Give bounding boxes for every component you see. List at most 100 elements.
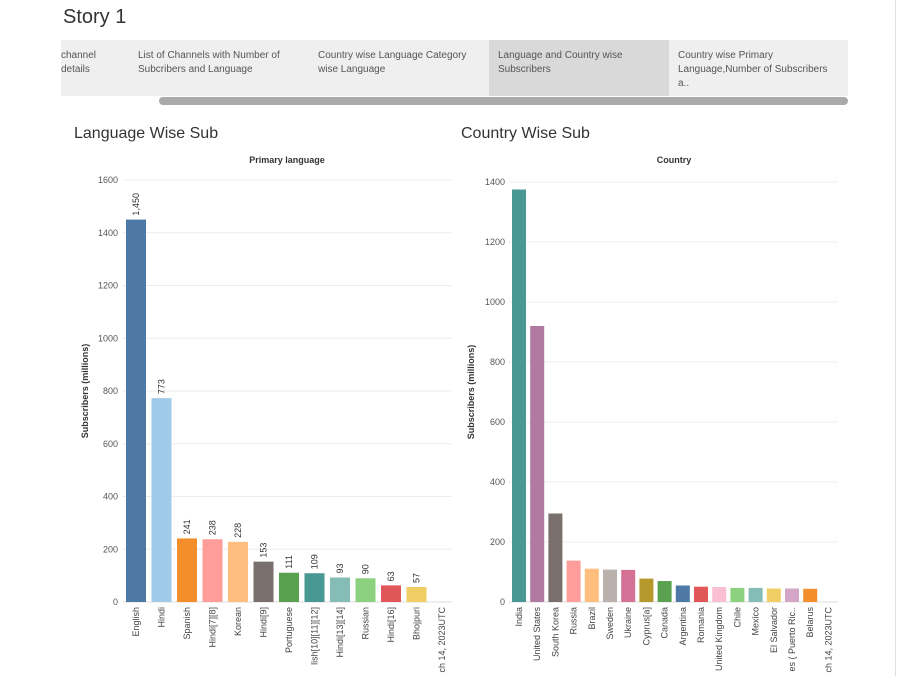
country-x-tick-label: Brazil <box>587 607 597 630</box>
divider-line <box>895 0 896 676</box>
tab-label-line2: details <box>61 64 90 75</box>
scrollbar-thumb[interactable] <box>159 97 848 105</box>
tab-country-wise-primary-language[interactable]: Country wise Primary Language,Number of … <box>669 40 848 96</box>
language-y-tick-label: 1000 <box>98 333 118 343</box>
language-bar <box>177 538 197 602</box>
country-chart-sheet-title: Country Wise Sub <box>461 125 590 142</box>
country-y-tick-label: 400 <box>490 477 505 487</box>
country-x-tick-label: Belarus <box>805 607 815 638</box>
country-bar <box>803 588 818 602</box>
country-x-tick-label: United States <box>532 607 542 662</box>
country-chart-title: Country <box>657 155 692 165</box>
language-y-tick-label: 1200 <box>98 281 118 291</box>
language-x-tick-label: Spanish <box>182 607 192 640</box>
language-data-label: 228 <box>233 523 243 538</box>
language-y-tick-label: 800 <box>103 386 118 396</box>
language-x-tick-label: Hindi[13][14] <box>335 607 345 658</box>
country-x-tick-label: Russia <box>569 607 579 635</box>
language-bar <box>126 219 146 602</box>
language-bar <box>381 585 401 602</box>
tab-label-line2: Subscribers <box>498 64 551 75</box>
language-x-tick-label: English <box>131 607 141 637</box>
country-x-tick-label: Canada <box>660 607 670 639</box>
country-bar <box>512 189 526 602</box>
language-x-tick-label: lish[10][11][12] <box>310 607 320 665</box>
tab-channel-details[interactable]: channel details <box>61 40 129 96</box>
country-y-tick-label: 800 <box>490 357 505 367</box>
tab-label-line1: Country wise Language Category <box>318 50 467 61</box>
language-data-label: 109 <box>310 554 320 569</box>
language-bar <box>202 539 223 602</box>
country-y-tick-label: 200 <box>490 537 505 547</box>
language-bar <box>304 573 325 602</box>
country-x-tick-label: ch 14, 2023UTC <box>823 607 833 673</box>
language-y-tick-label: 400 <box>103 492 118 502</box>
country-bar-chart: Country 0 200 400 600 800 1000 1200 1400 Subscrib… <box>466 155 838 673</box>
language-data-label: 773 <box>157 379 167 394</box>
country-bar <box>785 588 799 602</box>
country-bar <box>603 569 617 602</box>
country-x-tick-label: India <box>514 607 524 627</box>
language-bar <box>355 578 376 602</box>
country-y-tick-label: 600 <box>490 417 505 427</box>
language-x-tick-label: ch 14, 2023UTC <box>437 607 447 673</box>
language-chart-title: Primary language <box>249 155 325 165</box>
language-data-label: 111 <box>284 555 294 569</box>
language-data-label: 63 <box>386 571 396 581</box>
tab-label-line2: wise Language <box>318 64 386 75</box>
country-bar <box>730 587 745 602</box>
language-bar <box>330 577 350 602</box>
country-bar <box>548 513 563 602</box>
language-bar <box>228 541 248 602</box>
country-y-tick-label: 1200 <box>485 237 505 247</box>
country-x-tick-label: Ukraine <box>623 607 633 638</box>
tab-language-and-country-wise-subscribers[interactable]: Language and Country wise Subscribers <box>489 40 669 96</box>
country-bar <box>657 581 672 602</box>
country-bar <box>621 569 636 602</box>
story-navigator: channel details List of Channels with Nu… <box>61 40 848 96</box>
country-x-tick-label: Romania <box>696 607 706 643</box>
tab-list-of-channels[interactable]: List of Channels with Number of Subcribe… <box>129 40 309 96</box>
language-data-label: 1,450 <box>131 193 141 216</box>
country-x-tick-label: es ( Puerto Ric.. <box>787 607 797 672</box>
language-y-axis-label: Subscribers (millions) <box>80 344 90 439</box>
country-x-tick-label: Argentina <box>678 607 688 646</box>
language-y-tick-label: 600 <box>103 439 118 449</box>
country-x-tick-label: Cyprus[a] <box>641 607 651 646</box>
story-title: Story 1 <box>63 6 127 28</box>
country-bar <box>584 568 599 602</box>
language-x-tick-label: Hindi[7][8] <box>208 607 218 648</box>
language-x-tick-label: Portuguese <box>284 607 294 653</box>
country-bar <box>694 586 708 602</box>
language-y-tick-label: 0 <box>113 597 118 607</box>
country-x-tick-label: Chile <box>732 607 742 628</box>
tab-label-line1: List of Channels with Number of <box>138 50 280 61</box>
country-x-tick-label: South Korea <box>550 607 560 657</box>
language-data-label: 153 <box>259 543 269 558</box>
country-bar <box>748 587 763 602</box>
country-y-tick-label: 1400 <box>485 177 505 187</box>
tab-country-wise-language-category[interactable]: Country wise Language Category wise Lang… <box>309 40 489 96</box>
country-bar <box>712 587 727 602</box>
tab-label-line1: channel <box>61 50 97 61</box>
country-x-tick-label: United Kingdom <box>714 607 724 671</box>
language-x-tick-label: Hindi[16] <box>386 607 396 643</box>
language-bar-chart: Primary language 0 200 400 600 800 1000 1200 140… <box>80 155 452 673</box>
tab-label-line1: Language and Country wise <box>498 50 623 61</box>
language-data-label: 241 <box>182 519 192 534</box>
language-x-tick-label: Russian <box>361 607 371 640</box>
tab-label-line2: Language,Number of Subscribers a.. <box>678 64 828 89</box>
language-x-tick-label: Korean <box>233 607 243 636</box>
country-y-axis-label: Subscribers (millions) <box>466 345 476 440</box>
country-bar <box>566 560 581 602</box>
country-x-tick-label: El Salvador <box>769 607 779 653</box>
language-x-tick-label: Hindi <box>157 607 167 628</box>
language-data-label: 57 <box>412 573 422 583</box>
tab-label-line2: Subcribers and Language <box>138 64 253 75</box>
language-y-tick-label: 1600 <box>98 175 118 185</box>
language-bar <box>406 586 427 602</box>
language-x-tick-label: Hindi[9] <box>259 607 269 638</box>
story-scrollbar[interactable] <box>61 97 848 105</box>
language-x-tick-label: Bhojpuri <box>412 607 422 640</box>
country-y-tick-label: 0 <box>500 597 505 607</box>
